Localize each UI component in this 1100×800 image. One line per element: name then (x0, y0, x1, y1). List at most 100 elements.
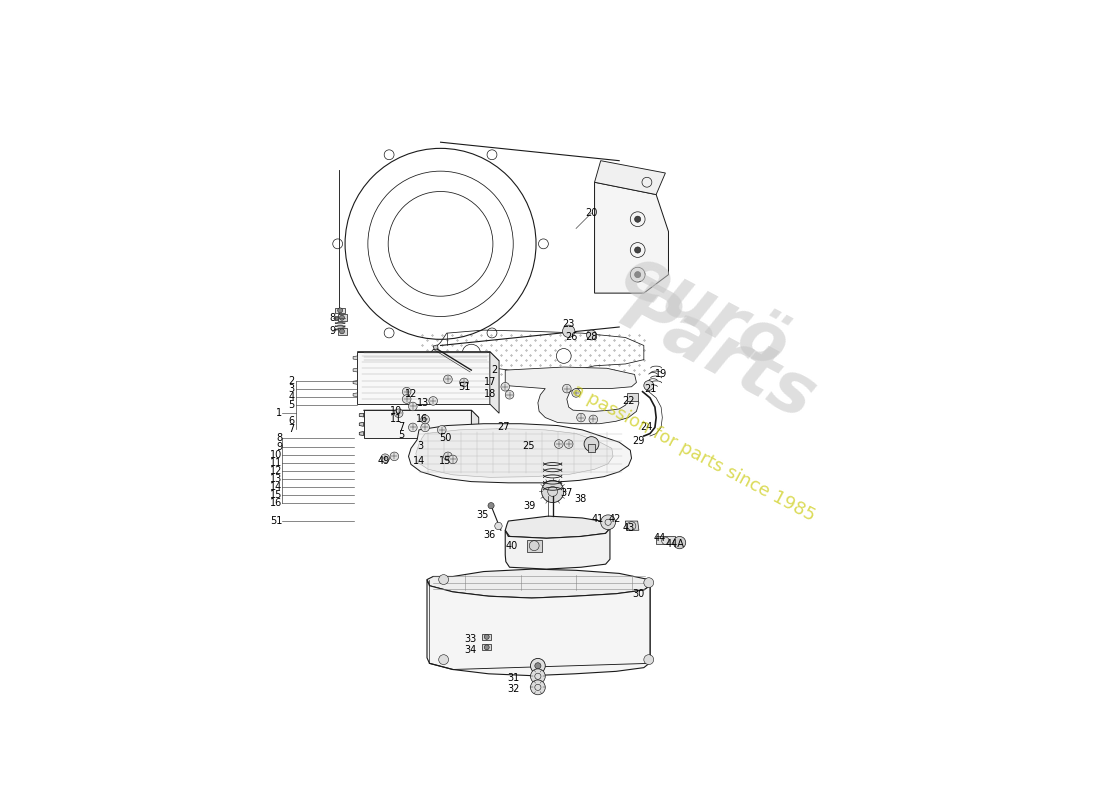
Text: 29: 29 (632, 436, 645, 446)
Text: 3: 3 (288, 383, 295, 394)
Polygon shape (490, 352, 499, 414)
Text: 37: 37 (560, 488, 572, 498)
Polygon shape (360, 422, 363, 426)
Text: 35: 35 (476, 510, 488, 520)
Polygon shape (433, 345, 438, 350)
Polygon shape (471, 410, 478, 446)
Text: 43: 43 (623, 523, 635, 534)
Text: 2: 2 (492, 365, 498, 374)
Polygon shape (594, 182, 669, 293)
Circle shape (584, 437, 598, 451)
Circle shape (460, 378, 469, 386)
Circle shape (403, 387, 411, 396)
Text: 33: 33 (464, 634, 476, 644)
Polygon shape (363, 410, 478, 418)
Circle shape (449, 455, 458, 464)
Text: 10: 10 (270, 450, 283, 459)
Polygon shape (625, 521, 639, 530)
Circle shape (635, 216, 640, 222)
Circle shape (505, 390, 514, 399)
Circle shape (484, 634, 490, 639)
Polygon shape (353, 356, 358, 360)
Circle shape (340, 329, 344, 334)
Text: 16: 16 (416, 414, 428, 424)
Text: 49: 49 (377, 456, 389, 466)
Text: 9: 9 (276, 442, 283, 451)
Text: 50: 50 (439, 434, 452, 443)
Text: 7: 7 (398, 422, 405, 433)
Circle shape (601, 515, 616, 530)
Polygon shape (527, 539, 542, 552)
Text: 26: 26 (565, 333, 578, 342)
Text: 44: 44 (653, 534, 666, 543)
Text: 41: 41 (592, 514, 604, 523)
Circle shape (530, 658, 546, 673)
Circle shape (562, 325, 575, 338)
Circle shape (576, 414, 585, 422)
Circle shape (530, 680, 546, 694)
Text: 12: 12 (405, 389, 417, 398)
Polygon shape (338, 328, 346, 335)
Text: 16: 16 (270, 498, 283, 507)
Circle shape (557, 349, 571, 363)
Text: 25: 25 (521, 441, 535, 451)
Polygon shape (360, 432, 363, 435)
Text: 22: 22 (623, 396, 635, 406)
Circle shape (635, 271, 640, 278)
Text: 1: 1 (276, 408, 283, 418)
Text: 8: 8 (330, 313, 336, 322)
Polygon shape (353, 393, 358, 397)
Polygon shape (334, 308, 345, 313)
Text: 5: 5 (288, 400, 295, 410)
Circle shape (530, 669, 546, 684)
Circle shape (500, 382, 509, 391)
Text: 36: 36 (484, 530, 496, 540)
Text: 5: 5 (398, 430, 405, 440)
Text: 14: 14 (270, 482, 283, 491)
Text: 17: 17 (484, 378, 496, 387)
Polygon shape (353, 368, 358, 372)
Polygon shape (483, 644, 491, 650)
Text: 30: 30 (632, 589, 645, 598)
Circle shape (635, 247, 640, 253)
Circle shape (381, 454, 389, 462)
Circle shape (562, 384, 571, 393)
Circle shape (554, 440, 563, 448)
Circle shape (535, 662, 541, 669)
Polygon shape (594, 161, 666, 194)
Polygon shape (627, 393, 638, 401)
Polygon shape (416, 429, 613, 478)
Text: 21: 21 (644, 384, 657, 394)
Text: eurö: eurö (610, 240, 800, 383)
Circle shape (572, 389, 581, 398)
Circle shape (586, 330, 596, 340)
Text: 32: 32 (507, 683, 519, 694)
Polygon shape (353, 381, 358, 384)
Text: 38: 38 (574, 494, 586, 505)
Text: 23: 23 (562, 319, 575, 329)
Text: 13: 13 (270, 474, 283, 483)
Polygon shape (505, 367, 639, 424)
Text: a passion for parts since 1985: a passion for parts since 1985 (569, 382, 817, 526)
Text: 10: 10 (390, 406, 403, 416)
Text: 7: 7 (288, 424, 295, 434)
Circle shape (541, 480, 563, 502)
Text: 14: 14 (412, 456, 425, 466)
Text: 31: 31 (507, 673, 519, 683)
Text: 2: 2 (288, 375, 295, 386)
Text: 40: 40 (505, 541, 517, 550)
Polygon shape (358, 352, 499, 361)
Text: 28: 28 (585, 333, 597, 342)
Text: 44A: 44A (666, 539, 684, 550)
Text: 34: 34 (464, 646, 476, 655)
Circle shape (588, 415, 597, 424)
Text: 39: 39 (524, 501, 536, 510)
Circle shape (394, 409, 403, 418)
Circle shape (438, 426, 447, 434)
Circle shape (443, 452, 452, 461)
Polygon shape (588, 444, 594, 452)
Polygon shape (408, 424, 631, 483)
Circle shape (403, 394, 411, 403)
Circle shape (439, 654, 449, 665)
Circle shape (421, 415, 429, 424)
